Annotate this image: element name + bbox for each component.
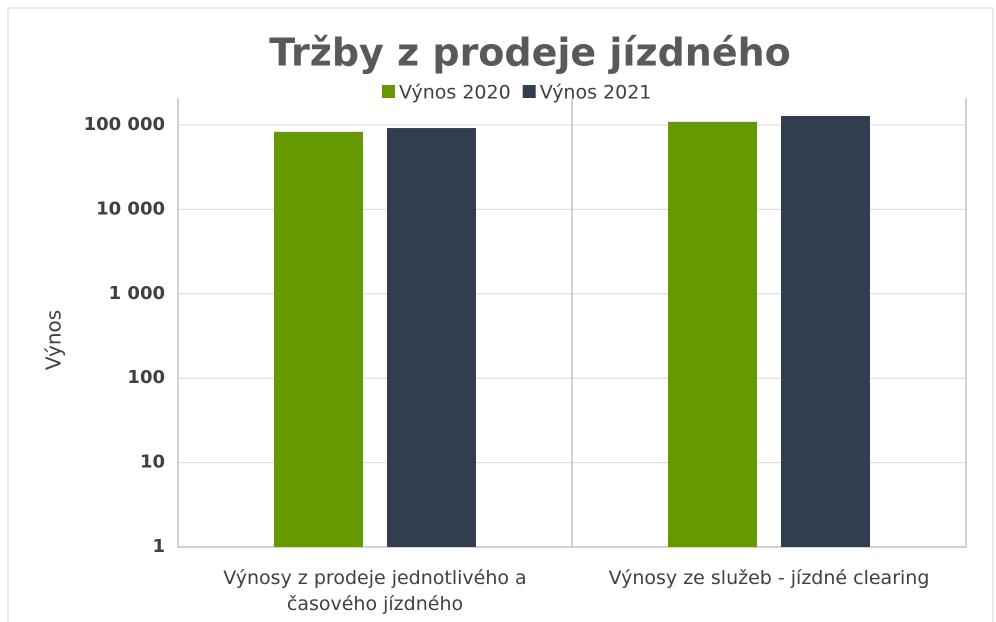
legend-swatch bbox=[382, 85, 395, 98]
y-tick-label: 10 bbox=[140, 452, 165, 473]
bar bbox=[274, 131, 363, 547]
y-tick-label: 1 bbox=[152, 536, 165, 557]
x-tick-label: Výnosy ze služeb - jízdné clearing bbox=[608, 567, 930, 589]
y-tick-label: 10 000 bbox=[96, 198, 165, 219]
bar bbox=[387, 128, 476, 547]
y-tick-label: 100 000 bbox=[84, 114, 165, 135]
chart-title: Tržby z prodeje jízdného bbox=[269, 31, 791, 75]
legend-label: Výnos 2021 bbox=[540, 82, 652, 104]
legend-label: Výnos 2020 bbox=[399, 82, 511, 104]
chart-border bbox=[7, 7, 994, 622]
bar bbox=[668, 121, 757, 548]
x-tick-label: Výnosy z prodeje jednotlivého a časového… bbox=[223, 567, 527, 615]
y-tick-label: 1 000 bbox=[109, 283, 165, 304]
legend-swatch bbox=[522, 85, 536, 98]
y-tick-label: 100 bbox=[127, 367, 165, 388]
y-axis-label: Výnos bbox=[42, 310, 66, 370]
bar bbox=[781, 115, 870, 547]
